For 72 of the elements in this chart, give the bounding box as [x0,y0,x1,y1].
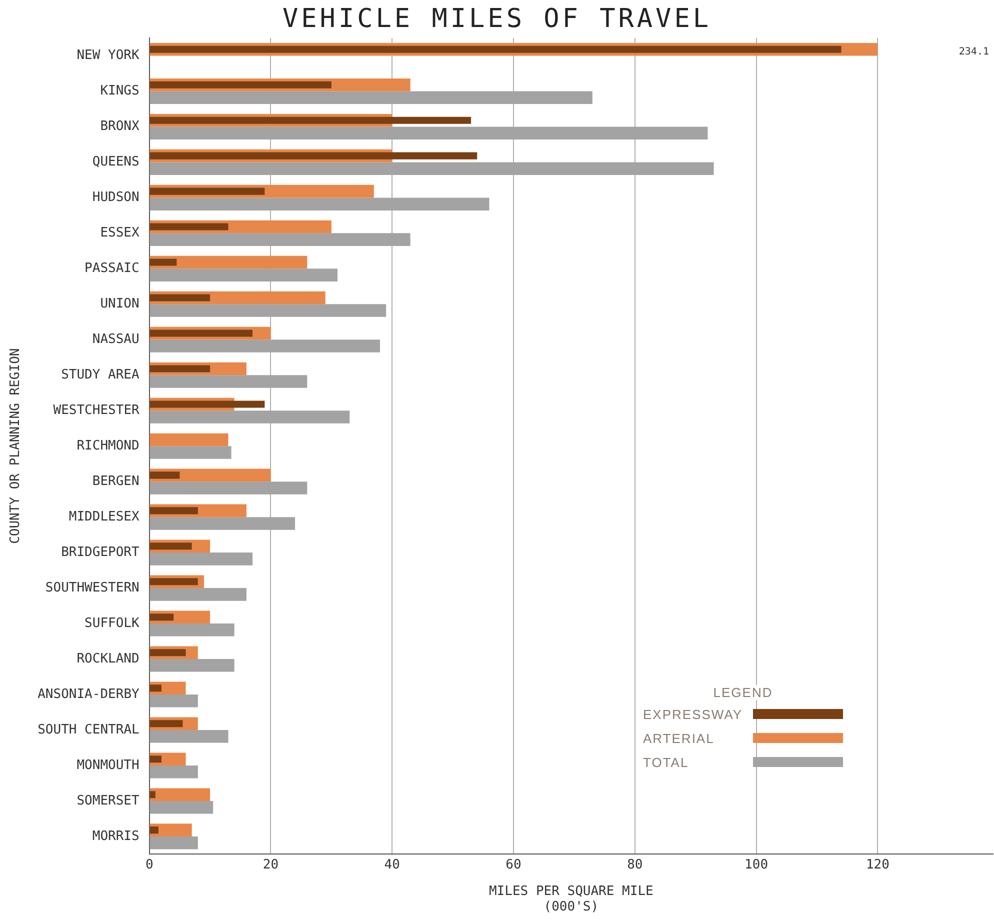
y-tick-label: NEW YORK [76,48,140,64]
bar [150,836,198,850]
y-tick-label: RICHMOND [76,438,140,454]
bar [150,826,158,834]
y-tick-label: NASSAU [92,332,140,348]
bar [150,800,214,814]
bar [150,791,156,798]
bar [150,552,253,566]
y-tick-label: SUFFOLK [84,616,140,631]
y-axis-title: COUNTY OR PLANNING REGION [8,348,24,544]
bar [150,684,162,692]
bar [150,730,228,743]
annotation: 234.1 [958,46,989,58]
x-tick-label: 60 [506,857,522,872]
chart-title: VEHICLE MILES OF TRAVEL [281,4,713,34]
x-tick-label: 40 [384,857,400,872]
bar [150,365,210,372]
bar [150,788,210,801]
bar [150,116,472,124]
y-tick-label: BRONX [100,119,140,134]
y-tick-label: ANSONIA-DERBY [38,686,140,702]
bar [150,542,192,550]
y-tick-label: HUDSON [92,190,140,206]
y-tick-label: MORRIS [92,828,140,844]
bar [150,588,246,601]
y-tick-label: UNION [100,296,140,312]
y-tick-label: BRIDGEPORT [61,544,140,560]
bar [150,46,842,53]
x-tick-label: 80 [627,857,643,872]
y-tick-label: KINGS [100,84,140,99]
x-tick-label: 100 [744,857,768,872]
bar [150,152,478,160]
y-tick-label: PASSAIC [84,261,140,276]
y-tick-label: ROCKLAND [76,651,140,666]
bar [150,578,198,586]
bar [150,446,232,459]
bar [150,400,265,408]
y-tick-label: WESTCHESTER [53,402,140,418]
legend-title: LEGEND [709,685,777,700]
x-tick-label: 120 [866,857,890,872]
y-tick-label: ESSEX [100,226,140,241]
y-tick-label: MIDDLESEX [68,509,140,524]
y-tick-label: SOUTH CENTRAL [38,722,140,738]
y-tick-label: MONMOUTH [76,758,140,773]
bar [150,188,265,195]
y-tick-label: SOUTHWESTERN [45,580,140,596]
text: TOTAL [643,754,689,770]
y-tick-label: QUEENS [92,154,140,170]
text: ARTERIAL [643,730,714,746]
x-axis-title: MILES PER SQUARE MILE (000'S) [488,884,654,915]
bar [150,433,228,446]
x-tick-label: 20 [262,857,279,872]
bar [150,258,177,266]
bar [150,223,228,230]
bar [150,507,198,514]
bar [150,472,180,479]
bar [150,81,332,88]
x-tick-label: 0 [145,857,154,872]
bar [150,694,198,708]
bar [150,614,174,621]
bar [150,765,198,778]
bar [150,624,234,636]
text: EXPRESSWAY [643,706,743,722]
bar [150,756,162,763]
bar [150,659,234,672]
bar [150,330,253,337]
bar [150,649,186,656]
y-tick-label: STUDY AREA [61,368,140,382]
bar [150,294,210,302]
y-tick-label: BERGEN [92,474,140,489]
y-tick-label: SOMERSET [76,793,140,808]
bar [150,720,183,728]
